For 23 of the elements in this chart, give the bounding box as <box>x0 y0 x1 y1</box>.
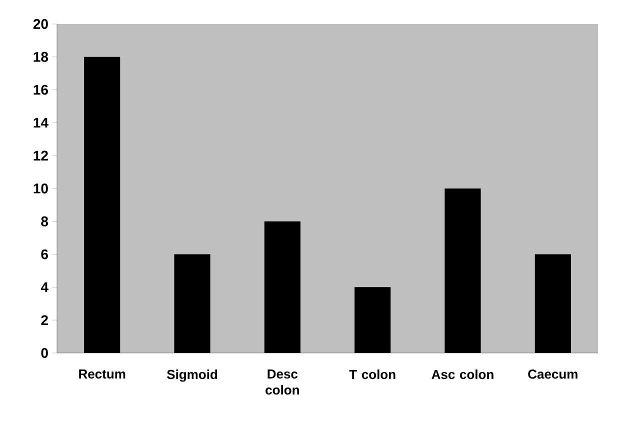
x-tick-label: T colon <box>349 370 396 380</box>
bar <box>354 287 391 353</box>
bar <box>174 254 210 353</box>
x-tick-label: Rectum <box>79 370 126 379</box>
bar <box>534 254 571 353</box>
x-tick-label: Sigmoid <box>166 370 218 382</box>
y-tick-label: 2 <box>41 315 48 325</box>
y-tick-label: 4 <box>40 282 48 292</box>
y-tick-label: 0 <box>41 348 48 358</box>
y-tick-label: 18 <box>34 52 48 62</box>
bar <box>264 221 300 353</box>
x-tick-label: Caecum <box>528 370 578 379</box>
y-tick-label: 20 <box>33 19 48 29</box>
x-tick-label: Asc colon <box>432 370 494 380</box>
y-tick-label: 16 <box>34 84 48 95</box>
y-tick-label: 6 <box>41 249 48 260</box>
y-tick-label: 12 <box>34 150 48 160</box>
bar <box>444 188 481 353</box>
y-tick-label: 14 <box>34 118 48 128</box>
y-tick-label: 8 <box>41 216 48 226</box>
x-tick-label: Desc colon <box>266 370 299 395</box>
y-tick-label: 10 <box>34 184 48 194</box>
bar <box>84 56 120 353</box>
